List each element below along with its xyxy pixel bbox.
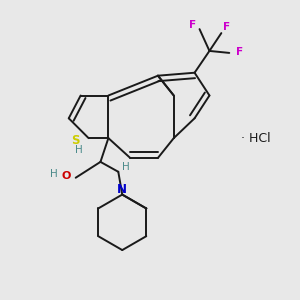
- Text: H: H: [122, 162, 130, 172]
- Text: N: N: [117, 183, 127, 196]
- Text: F: F: [223, 22, 230, 32]
- Text: · HCl: · HCl: [241, 132, 271, 145]
- Text: H: H: [75, 145, 83, 155]
- Text: S: S: [71, 134, 80, 147]
- Text: F: F: [189, 20, 196, 30]
- Text: F: F: [236, 47, 243, 57]
- Text: O: O: [61, 171, 70, 181]
- Text: H: H: [50, 169, 58, 179]
